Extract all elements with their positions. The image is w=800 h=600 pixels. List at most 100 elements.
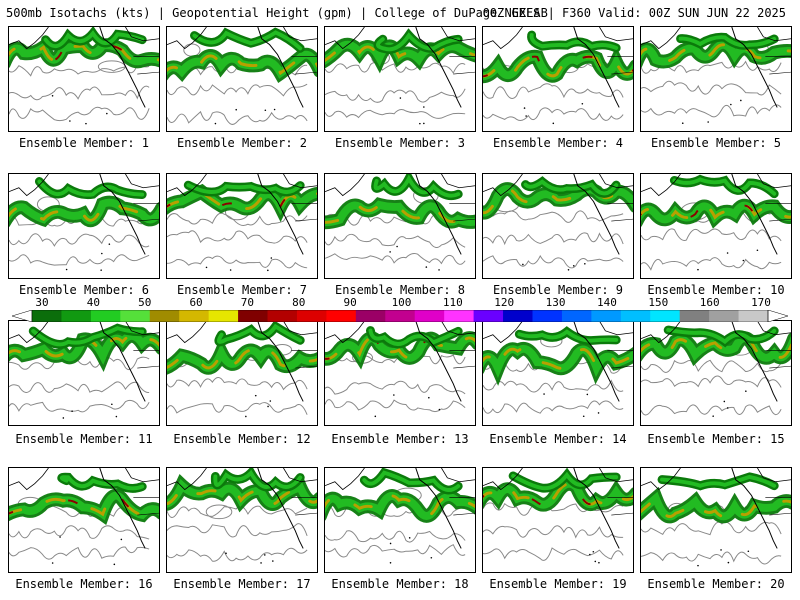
ensemble-member-map — [166, 173, 318, 279]
colorbar-right-tip — [767, 310, 788, 322]
ensemble-member-map — [482, 467, 634, 573]
ensemble-member-map — [8, 467, 160, 573]
colorbar-swatch — [179, 310, 210, 322]
ensemble-member-label: Ensemble Member: 15 — [647, 432, 785, 446]
header-right-title: 00Z GEFS | F360 Valid: 00Z SUN JUN 22 20… — [482, 6, 786, 20]
colorbar-swatch — [61, 310, 92, 322]
colorbar-tick-label: 30 — [35, 296, 49, 309]
ensemble-member-label: Ensemble Member: 2 — [176, 136, 308, 150]
colorbar-swatch — [709, 310, 740, 322]
ensemble-member-label: Ensemble Member: 3 — [334, 136, 466, 150]
ensemble-member-map — [8, 320, 160, 426]
ensemble-member-map — [482, 173, 634, 279]
colorbar-swatch — [532, 310, 563, 322]
colorbar-tick-label: 60 — [189, 296, 203, 309]
ensemble-member-map — [324, 173, 476, 279]
jet-stream-map — [325, 468, 475, 564]
colorbar-tick-label: 130 — [545, 296, 566, 309]
ensemble-member-map — [640, 467, 792, 573]
jet-stream-map — [483, 174, 633, 271]
ensemble-member-label: Ensemble Member: 1 — [18, 136, 150, 150]
jet-stream-map — [325, 27, 475, 125]
jet-stream-map — [483, 468, 633, 564]
colorbar-swatch — [120, 310, 151, 322]
ensemble-member-map — [166, 26, 318, 132]
ensemble-member-map — [8, 173, 160, 279]
colorbar-swatch — [238, 310, 269, 322]
jet-stream-map — [167, 174, 317, 272]
ensemble-member-map — [166, 467, 318, 573]
ensemble-member-label: Ensemble Member: 14 — [489, 432, 627, 446]
colorbar-swatch — [738, 310, 769, 322]
ensemble-member-label: Ensemble Member: 9 — [492, 283, 624, 297]
ensemble-member-map — [324, 467, 476, 573]
ensemble-member-label: Ensemble Member: 12 — [173, 432, 311, 446]
jet-stream-map — [9, 27, 159, 125]
colorbar-swatch — [620, 310, 651, 322]
ensemble-member-label: Ensemble Member: 13 — [331, 432, 469, 446]
colorbar-swatch — [561, 310, 592, 322]
ensemble-member-label: Ensemble Member: 19 — [489, 577, 627, 591]
ensemble-member-map — [640, 173, 792, 279]
ensemble-member-label: Ensemble Member: 7 — [176, 283, 308, 297]
colorbar-swatch — [90, 310, 121, 322]
jet-stream-map — [483, 321, 633, 418]
ensemble-member-label: Ensemble Member: 6 — [18, 283, 150, 297]
colorbar-swatch — [679, 310, 710, 322]
ensemble-member-label: Ensemble Member: 18 — [331, 577, 469, 591]
colorbar-swatch — [355, 310, 386, 322]
ensemble-member-label: Ensemble Member: 16 — [15, 577, 153, 591]
jet-stream-map — [9, 174, 159, 271]
colorbar-swatch — [267, 310, 298, 322]
ensemble-member-map — [324, 26, 476, 132]
ensemble-member-map — [482, 26, 634, 132]
jet-stream-map — [167, 321, 317, 418]
colorbar-swatch — [32, 310, 62, 322]
ensemble-member-map — [640, 26, 792, 132]
header-left-title: 500mb Isotachs (kts) | Geopotential Heig… — [6, 6, 548, 20]
colorbar-tick-label: 150 — [648, 296, 669, 309]
ensemble-member-map — [482, 320, 634, 426]
ensemble-member-label: Ensemble Member: 4 — [492, 136, 624, 150]
colorbar-tick-label: 160 — [699, 296, 720, 309]
jet-stream-map — [167, 468, 317, 564]
colorbar-tick-label: 80 — [292, 296, 306, 309]
ensemble-member-label: Ensemble Member: 8 — [334, 283, 466, 297]
colorbar-swatch — [591, 310, 622, 322]
colorbar-left-tip — [12, 310, 33, 322]
colorbar-tick-label: 170 — [751, 296, 771, 309]
ensemble-member-label: Ensemble Member: 11 — [15, 432, 153, 446]
jet-stream-map — [641, 27, 791, 125]
jet-stream-map — [641, 321, 791, 417]
colorbar-swatch — [149, 310, 180, 322]
ensemble-member-label: Ensemble Member: 17 — [173, 577, 311, 591]
colorbar-swatch — [650, 310, 681, 322]
jet-stream-map — [325, 321, 475, 418]
ensemble-member-map — [324, 320, 476, 426]
ensemble-member-map — [166, 320, 318, 426]
ensemble-member-label: Ensemble Member: 10 — [647, 283, 785, 297]
colorbar-swatch — [326, 310, 357, 322]
ensemble-member-map — [640, 320, 792, 426]
colorbar-swatch — [296, 310, 327, 322]
colorbar-swatch — [385, 310, 416, 322]
colorbar-swatch — [444, 310, 475, 322]
colorbar-tick-label: 110 — [442, 296, 463, 309]
jet-stream-map — [641, 468, 791, 567]
colorbar-swatch — [208, 310, 239, 322]
ensemble-member-map — [8, 26, 160, 132]
colorbar-swatch — [473, 310, 504, 322]
colorbar-tick-label: 90 — [343, 296, 357, 309]
ensemble-member-label: Ensemble Member: 20 — [647, 577, 785, 591]
jet-stream-map — [9, 321, 159, 419]
isotach-colorbar — [12, 310, 788, 322]
jet-stream-map — [167, 27, 317, 125]
jet-stream-map — [9, 468, 159, 566]
colorbar-tick-label: 40 — [86, 296, 100, 309]
colorbar-tick-label: 140 — [596, 296, 617, 309]
colorbar-tick-label: 70 — [240, 296, 255, 309]
jet-stream-map — [325, 174, 475, 271]
colorbar-tick-label: 100 — [391, 296, 412, 309]
ensemble-member-label: Ensemble Member: 5 — [650, 136, 782, 150]
colorbar-swatch — [414, 310, 445, 322]
